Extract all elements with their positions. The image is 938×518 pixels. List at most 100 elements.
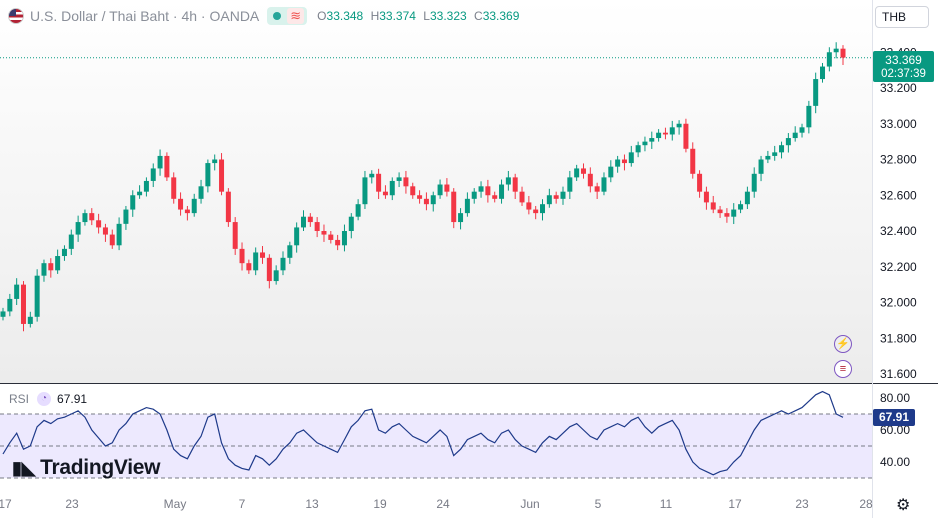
candle-body <box>82 213 88 223</box>
market-open-dot-icon <box>273 12 282 20</box>
price-tick-label: 32.000 <box>880 296 917 310</box>
candle-body <box>14 284 20 299</box>
price-tick-label: 33.200 <box>880 81 917 95</box>
candle-body <box>123 209 129 224</box>
candle-body <box>314 222 320 231</box>
candle-body <box>376 173 382 192</box>
bar-countdown: 02:37:39 <box>881 68 926 80</box>
price-axis[interactable]: 31.600 31.800 32.000 32.200 32.400 32.600 32.8… <box>880 45 917 381</box>
candle-body <box>751 173 757 192</box>
candle-body <box>178 198 184 210</box>
currency-selector[interactable]: THB <box>875 6 929 28</box>
candle-body <box>266 257 272 282</box>
candle-body <box>840 48 846 58</box>
candle-body <box>294 227 300 246</box>
candle-body <box>205 163 211 187</box>
candle-body <box>417 195 423 199</box>
candle-body <box>61 248 67 257</box>
candle-body <box>164 155 170 178</box>
candle-body <box>116 223 122 246</box>
candle-body <box>560 191 566 199</box>
candle-body <box>772 152 778 156</box>
us-flag-icon <box>8 8 24 24</box>
candle-body <box>34 275 40 317</box>
candle-body <box>7 298 13 312</box>
lightning-event-icon[interactable]: ⚡ <box>834 335 852 353</box>
candle-body <box>68 234 74 249</box>
price-tick-label: 32.600 <box>880 188 917 202</box>
candle-body <box>792 132 798 139</box>
rsi-indicator-icon[interactable]: ◔ <box>37 392 52 406</box>
candle-body <box>526 202 532 210</box>
tradingview-logo-icon: ▮◣ <box>12 457 36 478</box>
time-tick-label: 5 <box>595 497 602 511</box>
candle-body <box>717 209 723 214</box>
candle-body <box>744 191 750 205</box>
price-tick-label: 31.800 <box>880 331 917 345</box>
rsi-value-label: 67.91 <box>873 409 915 426</box>
gear-icon[interactable]: ⚙ <box>896 497 911 514</box>
candle-body <box>690 148 696 174</box>
candle-body <box>813 79 819 106</box>
candle-body <box>403 177 409 187</box>
open-value: 33.348 <box>326 9 364 23</box>
time-tick-label: Jun <box>520 497 539 511</box>
candle-body <box>492 195 498 199</box>
last-price-value: 33.369 <box>885 53 922 67</box>
time-tick-label: 28 <box>859 497 873 511</box>
time-tick-label: 24 <box>436 497 450 511</box>
candle-body <box>669 127 675 135</box>
candle-body <box>724 213 730 217</box>
low-value: 33.323 <box>429 9 467 23</box>
candle-body <box>89 213 95 221</box>
market-status-pill[interactable]: ≋ <box>267 7 308 25</box>
candle-body <box>703 191 709 203</box>
tradingview-logo[interactable]: ▮◣ TradingView <box>12 456 160 480</box>
candle-body <box>567 177 573 192</box>
candle-body <box>348 216 354 231</box>
candle-body <box>341 231 347 246</box>
candle-body <box>171 177 177 199</box>
high-value: 33.374 <box>379 9 416 23</box>
candle-body <box>471 191 477 199</box>
time-axis[interactable]: 17 23 May 7 13 19 24 Jun 5 11 17 23 28 <box>0 497 873 511</box>
candle-body <box>396 177 402 181</box>
candle-body <box>444 184 450 192</box>
candle-body <box>232 222 238 249</box>
price-tick-label: 32.400 <box>880 224 917 238</box>
candle-body <box>225 191 231 223</box>
symbol-header[interactable]: U.S. Dollar / Thai Baht · 4h · OANDA ≋ O… <box>8 6 523 26</box>
symbol-title[interactable]: U.S. Dollar / Thai Baht · 4h · OANDA <box>30 8 260 24</box>
rsi-line <box>2 390 844 476</box>
rsi-legend[interactable]: RSI ◔ 67.91 <box>9 392 87 406</box>
candle-body <box>505 177 511 185</box>
candle-body <box>109 234 115 246</box>
candle-body <box>553 195 559 199</box>
time-tick-label: 11 <box>660 497 673 511</box>
candle-body <box>430 195 436 205</box>
candle-body <box>451 191 457 223</box>
price-tick-label: 32.800 <box>880 153 917 167</box>
candle-body <box>246 263 252 271</box>
candle-body <box>219 159 225 192</box>
candle-body <box>519 191 525 203</box>
rsi-label: RSI <box>9 392 30 406</box>
rsi-tick-label: 60.00 <box>880 423 910 437</box>
candle-body <box>697 173 703 192</box>
rsi-tick-label: 40.00 <box>880 455 910 469</box>
candle-body <box>601 177 607 192</box>
candle-body <box>96 220 102 228</box>
candle-body <box>806 105 812 128</box>
candle-body <box>662 132 668 135</box>
candle-body <box>157 155 163 169</box>
rsi-tick-label: 80.00 <box>880 391 910 405</box>
low-label: L <box>423 9 430 23</box>
candle-body <box>55 256 61 271</box>
high-label: H <box>370 9 380 23</box>
candle-body <box>765 155 771 160</box>
candle-body <box>478 186 484 192</box>
candle-body <box>20 284 26 324</box>
us-flag-event-icon[interactable]: ≡ <box>834 360 852 378</box>
candle-body <box>369 173 375 178</box>
